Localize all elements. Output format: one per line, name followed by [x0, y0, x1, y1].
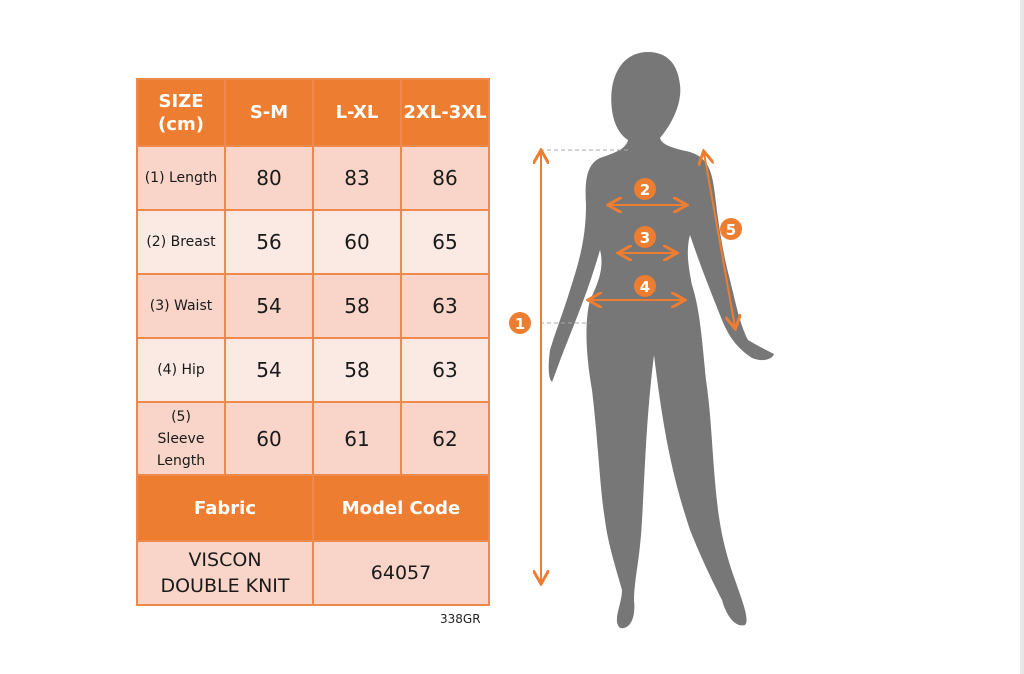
row-label: (4) Hip: [136, 337, 226, 403]
row-label: (2) Breast: [136, 209, 226, 275]
marker-4: 4: [640, 278, 650, 296]
cell: 60: [312, 209, 402, 275]
fabric-row: VISCON DOUBLE KNIT 64057: [136, 540, 490, 606]
product-code: 338GR: [440, 612, 481, 626]
cell: 63: [400, 337, 490, 403]
fabric-header-row: Fabric Model Code: [136, 474, 490, 542]
marker-5: 5: [726, 221, 736, 239]
cell: 86: [400, 145, 490, 211]
row-label: (5) Sleeve Length: [136, 401, 226, 476]
header-l-xl: L-XL: [312, 78, 402, 147]
header-s-m: S-M: [224, 78, 314, 147]
silhouette: [548, 52, 774, 629]
sleeve-arrow: [704, 153, 735, 327]
table-row: (5) Sleeve Length 60 61 62: [136, 401, 490, 476]
marker-3: 3: [640, 229, 650, 247]
table-row: (2) Breast 56 60 65: [136, 209, 490, 275]
table-row: (1) Length 80 83 86: [136, 145, 490, 211]
cell: 54: [224, 337, 314, 403]
cell: 62: [400, 401, 490, 476]
cell: 63: [400, 273, 490, 339]
row-label: (1) Length: [136, 145, 226, 211]
header-2xl-3xl: 2XL-3XL: [400, 78, 490, 147]
cell: 58: [312, 273, 402, 339]
size-chart-table: SIZE (cm) S-M L-XL 2XL-3XL (1) Length 80…: [136, 78, 490, 606]
model-code-header: Model Code: [312, 474, 490, 542]
cell: 56: [224, 209, 314, 275]
cell: 65: [400, 209, 490, 275]
header-row: SIZE (cm) S-M L-XL 2XL-3XL: [136, 78, 490, 147]
model-code-value: 64057: [312, 540, 490, 606]
cell: 83: [312, 145, 402, 211]
fabric-value: VISCON DOUBLE KNIT: [136, 540, 314, 606]
marker-2: 2: [640, 181, 650, 199]
fabric-header: Fabric: [136, 474, 314, 542]
row-label: (3) Waist: [136, 273, 226, 339]
table-row: (4) Hip 54 58 63: [136, 337, 490, 403]
cell: 58: [312, 337, 402, 403]
cell: 61: [312, 401, 402, 476]
cell: 60: [224, 401, 314, 476]
marker-1: 1: [515, 315, 525, 333]
cell: 54: [224, 273, 314, 339]
page-edge: [1020, 0, 1024, 674]
header-size: SIZE (cm): [136, 78, 226, 147]
cell: 80: [224, 145, 314, 211]
table-row: (3) Waist 54 58 63: [136, 273, 490, 339]
